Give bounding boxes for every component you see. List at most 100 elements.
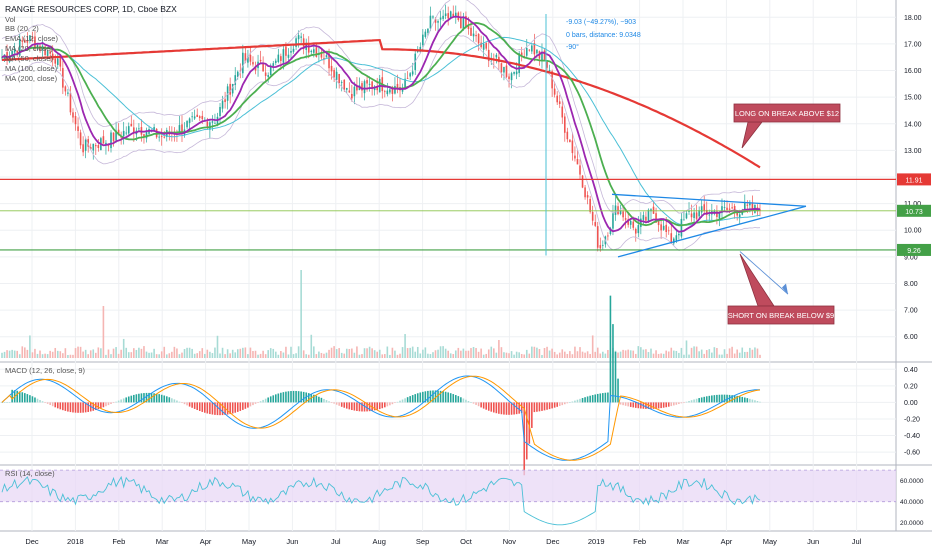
candle[interactable] [467, 25, 470, 30]
candle[interactable] [602, 244, 604, 246]
candle[interactable] [97, 144, 100, 149]
candle[interactable] [513, 71, 515, 74]
candle[interactable] [675, 235, 678, 241]
candle[interactable] [548, 70, 551, 71]
candle[interactable] [211, 121, 214, 123]
candle[interactable] [117, 129, 120, 136]
candle[interactable] [89, 147, 92, 150]
candle[interactable] [267, 75, 269, 77]
candle[interactable] [647, 209, 650, 222]
candle[interactable] [409, 73, 411, 77]
candle[interactable] [683, 219, 685, 221]
candle[interactable] [434, 18, 437, 23]
candle[interactable] [249, 55, 252, 62]
candle[interactable] [589, 198, 591, 212]
candle[interactable] [743, 203, 746, 211]
candle[interactable] [206, 121, 209, 128]
candle[interactable] [617, 206, 619, 215]
candle[interactable] [586, 195, 589, 198]
candle[interactable] [49, 51, 51, 54]
candle[interactable] [472, 33, 475, 37]
candle[interactable] [731, 207, 733, 209]
candle[interactable] [581, 175, 584, 188]
candle[interactable] [541, 52, 543, 61]
candle[interactable] [673, 238, 675, 244]
candle[interactable] [394, 86, 396, 94]
candle[interactable] [657, 221, 660, 226]
candle[interactable] [69, 92, 72, 113]
macd-pane[interactable] [0, 362, 896, 464]
candle[interactable] [323, 57, 325, 59]
candle[interactable] [244, 53, 247, 62]
candle[interactable] [543, 50, 546, 60]
candle[interactable] [475, 34, 477, 37]
candle[interactable] [655, 213, 657, 223]
candle[interactable] [188, 118, 191, 123]
candle[interactable] [738, 214, 741, 218]
candle[interactable] [607, 235, 609, 237]
candle[interactable] [209, 122, 211, 130]
candle[interactable] [726, 207, 728, 211]
candle[interactable] [153, 127, 155, 131]
candle[interactable] [609, 228, 612, 235]
candle[interactable] [196, 114, 199, 117]
candle[interactable] [376, 86, 378, 91]
candle[interactable] [563, 116, 566, 133]
candle[interactable] [700, 206, 703, 213]
candle[interactable] [485, 43, 488, 49]
candle[interactable] [133, 127, 135, 133]
candle[interactable] [307, 43, 310, 53]
candle[interactable] [36, 44, 39, 49]
candle[interactable] [198, 116, 201, 119]
candle[interactable] [333, 69, 335, 78]
candle[interactable] [389, 89, 391, 93]
candle[interactable] [401, 88, 404, 92]
candle[interactable] [391, 88, 394, 94]
candle[interactable] [579, 165, 581, 175]
candle[interactable] [56, 58, 59, 65]
candle[interactable] [236, 71, 239, 77]
candle[interactable] [259, 59, 262, 62]
candle[interactable] [384, 91, 386, 93]
candle[interactable] [449, 11, 452, 19]
candle[interactable] [652, 206, 655, 214]
candle[interactable] [295, 38, 297, 47]
candle[interactable] [515, 71, 518, 75]
candle[interactable] [328, 53, 330, 69]
candle[interactable] [536, 49, 538, 54]
candle[interactable] [351, 93, 353, 99]
candle[interactable] [629, 220, 632, 225]
candle[interactable] [340, 81, 343, 83]
candle[interactable] [632, 221, 635, 228]
candle[interactable] [439, 17, 442, 20]
candle[interactable] [92, 143, 95, 151]
candle[interactable] [72, 112, 74, 118]
candle[interactable] [650, 209, 652, 212]
candle[interactable] [290, 51, 292, 53]
candle[interactable] [551, 71, 553, 89]
candle[interactable] [634, 228, 637, 234]
candle[interactable] [432, 16, 434, 18]
candle[interactable] [138, 128, 140, 130]
candle[interactable] [112, 132, 115, 142]
candle[interactable] [77, 126, 79, 131]
candle[interactable] [313, 49, 315, 53]
candle[interactable] [115, 130, 117, 141]
candle[interactable] [662, 225, 665, 230]
candle[interactable] [553, 88, 556, 95]
candle[interactable] [698, 210, 700, 217]
candle[interactable] [44, 46, 46, 55]
candle[interactable] [191, 116, 193, 118]
long-callout[interactable]: LONG ON BREAK ABOVE $12 [733, 103, 841, 149]
candle[interactable] [371, 81, 373, 89]
candle[interactable] [234, 75, 237, 85]
candle[interactable] [343, 79, 346, 90]
candle[interactable] [224, 99, 226, 103]
candle[interactable] [556, 95, 558, 103]
candle[interactable] [705, 209, 708, 215]
candle[interactable] [462, 18, 465, 30]
candle[interactable] [404, 78, 406, 88]
candle[interactable] [335, 71, 338, 80]
candle[interactable] [247, 56, 249, 63]
